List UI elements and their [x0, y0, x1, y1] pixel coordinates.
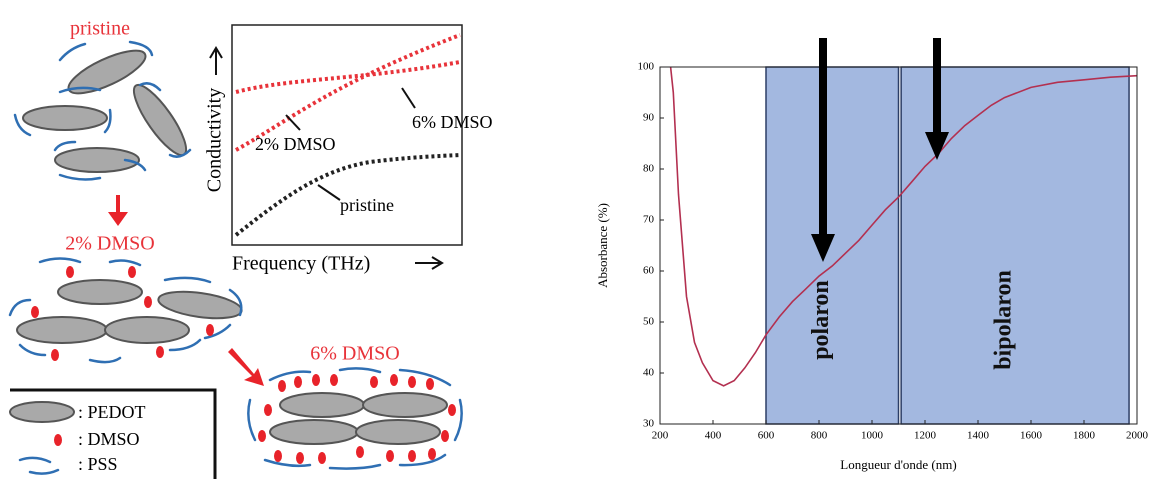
y-axis-label: Absorbance (%) — [595, 203, 610, 288]
region — [765, 66, 900, 425]
x-tick-label: 400 — [705, 430, 722, 442]
annotation-arrow — [811, 38, 835, 262]
legend-icon — [9, 401, 75, 423]
y-tick-label: 100 — [638, 61, 655, 73]
inset-xlabel: Frequency (THz) — [232, 253, 370, 275]
pristine-cluster — [13, 40, 192, 181]
dmso6-cluster — [247, 367, 463, 470]
dmso2-cluster — [8, 257, 243, 364]
frame — [659, 66, 1138, 425]
region-label: polaron — [808, 280, 834, 360]
annotation-arrow — [925, 38, 949, 160]
state-label: 6% DMSO — [310, 343, 399, 365]
y-tick-label: 90 — [643, 112, 655, 124]
x-tick-label: 600 — [758, 430, 775, 442]
curve-label: pristine — [340, 195, 394, 215]
diagram: pristine 2% DMSO 6% DMSO — [8, 18, 493, 479]
inset-ylabel: Conductivity — [204, 88, 226, 192]
y-tick-label: 30 — [643, 418, 655, 430]
legend-icon — [18, 456, 60, 475]
x-tick-label: 1600 — [1020, 430, 1043, 442]
x-tick-label: 2000 — [1126, 430, 1149, 442]
chart: polaron bipolaron 30 40 50 60 70 80 90 100 200 400 6… — [595, 38, 1149, 472]
curve-label: 6% DMSO — [412, 112, 493, 132]
y-tick-label: 60 — [643, 265, 655, 277]
legend-entry: : PEDOT — [78, 402, 146, 422]
y-tick-label: 70 — [643, 214, 655, 226]
arrow — [108, 195, 128, 226]
x-axis-label: Longueur d'onde (nm) — [840, 457, 956, 472]
inset: Conductivity Frequency (THz) 6% DMSO 2% … — [204, 24, 493, 275]
state-label: 2% DMSO — [65, 233, 154, 255]
arrow — [228, 348, 264, 386]
x-tick-label: 800 — [811, 430, 828, 442]
x-tick-label: 1000 — [861, 430, 884, 442]
legend-icon — [54, 434, 62, 446]
region-label: bipolaron — [991, 270, 1017, 370]
y-tick-label: 80 — [643, 163, 655, 175]
legend-entry: : PSS — [78, 454, 118, 474]
state-label: pristine — [70, 18, 130, 40]
y-tick-label: 50 — [643, 316, 655, 328]
legend-entry: : DMSO — [78, 429, 140, 449]
x-tick-label: 1800 — [1073, 430, 1096, 442]
x-tick-label: 200 — [652, 430, 669, 442]
legend-frame — [10, 388, 217, 479]
curve-label: 2% DMSO — [255, 134, 336, 154]
y-tick-label: 40 — [643, 367, 655, 379]
x-tick-label: 1200 — [914, 430, 937, 442]
line — [669, 66, 1138, 387]
x-tick-label: 1400 — [967, 430, 990, 442]
